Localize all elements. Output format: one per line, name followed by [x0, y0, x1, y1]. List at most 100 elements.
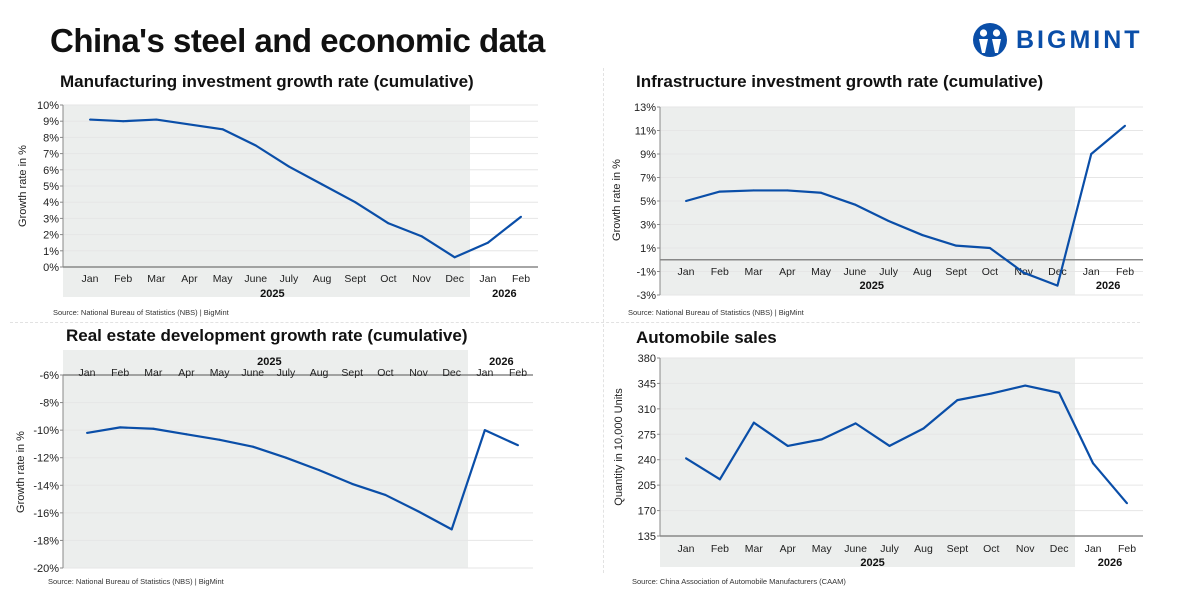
x-tick-label: Dec — [1048, 266, 1067, 278]
x-tick-label: Mar — [744, 266, 763, 278]
x-tick-label: Feb — [509, 367, 527, 379]
data-point — [752, 421, 755, 424]
y-tick-label: -3% — [636, 290, 656, 302]
x-tick-label: Nov — [412, 273, 431, 285]
data-point — [351, 482, 354, 485]
x-tick-label: May — [210, 367, 231, 379]
series-line — [685, 384, 1128, 505]
data-point — [922, 427, 925, 430]
data-point — [718, 478, 721, 481]
logo-text: BIGMINT — [1016, 25, 1143, 54]
series-line — [86, 426, 519, 531]
chart-title-manufacturing: Manufacturing investment growth rate (cu… — [60, 72, 474, 91]
x-tick-label: Jan — [1083, 266, 1100, 278]
chart-0: 0% 1% 2% 3% 4% 5% 6% 7% 8% 9% 10% Jan Feb Mar Apr May Ju… — [17, 100, 538, 300]
data-point — [921, 234, 924, 237]
y-tick-label: 1% — [43, 246, 59, 258]
x-tick-label: Dec — [442, 367, 461, 379]
y-tick-label: 1% — [640, 243, 656, 255]
x-tick-label: Aug — [913, 266, 932, 278]
bigmint-logo: BIGMINT — [972, 22, 1143, 58]
data-point — [752, 189, 755, 192]
y-tick-label: -14% — [33, 480, 59, 492]
x-tick-label: Dec — [445, 273, 464, 285]
x-tick-label: June — [843, 266, 866, 278]
x-tick-label: Sept — [344, 273, 366, 285]
x-tick-label: May — [811, 266, 832, 278]
y-tick-label: -12% — [33, 453, 59, 465]
x-tick-label: June — [244, 273, 267, 285]
x-tick-label: Apr — [780, 543, 797, 555]
year-label-2026: 2026 — [1096, 280, 1120, 292]
data-point — [1090, 153, 1093, 155]
x-tick-label: Feb — [111, 367, 129, 379]
x-tick-label: Aug — [914, 543, 933, 555]
x-tick-label: July — [277, 367, 296, 379]
data-point — [185, 433, 188, 436]
x-tick-label: May — [213, 273, 234, 285]
data-point — [517, 444, 519, 447]
data-point — [221, 128, 224, 131]
data-point — [450, 528, 453, 531]
data-point — [887, 219, 890, 222]
series-line — [89, 118, 522, 259]
bigmint-logo-icon — [973, 23, 1007, 57]
y-tick-label: 3% — [640, 220, 656, 232]
y-tick-label: -1% — [636, 267, 656, 279]
data-point — [956, 399, 959, 402]
x-tick-label: Apr — [181, 273, 198, 285]
data-point — [152, 427, 155, 430]
data-point — [119, 426, 122, 429]
x-tick-label: July — [880, 543, 899, 555]
data-point — [820, 438, 823, 441]
page-title: China's steel and economic data — [50, 22, 545, 59]
chart-title-real-estate: Real estate development growth rate (cum… — [66, 326, 468, 345]
year-label-2025: 2025 — [860, 557, 884, 569]
y-tick-label: 13% — [634, 102, 656, 114]
y-axis-label: Growth rate in % — [17, 145, 29, 227]
data-point — [284, 456, 287, 459]
x-tick-label: Aug — [310, 367, 329, 379]
y-tick-label: 8% — [43, 132, 59, 144]
y-tick-label: 7% — [43, 149, 59, 161]
data-point — [854, 422, 857, 425]
x-tick-label: Jan — [1085, 543, 1102, 555]
x-tick-label: Jan — [476, 367, 493, 379]
data-point — [1024, 384, 1027, 387]
y-tick-label: 345 — [638, 378, 656, 390]
x-tick-label: Oct — [377, 367, 393, 379]
y-tick-label: 2% — [43, 230, 59, 242]
data-point — [888, 444, 891, 447]
data-point — [417, 510, 420, 513]
y-tick-label: 310 — [638, 404, 656, 416]
data-point — [820, 191, 823, 194]
y-tick-label: 0% — [43, 262, 59, 274]
data-point — [520, 215, 522, 218]
year-label-2025: 2025 — [257, 356, 281, 368]
x-tick-label: Feb — [711, 266, 729, 278]
data-point — [685, 457, 687, 460]
data-point — [188, 123, 191, 126]
y-tick-label: -10% — [33, 425, 59, 437]
y-tick-label: -18% — [33, 535, 59, 547]
y-tick-label: 10% — [37, 100, 59, 112]
source-infrastructure: Source: National Bureau of Statistics (N… — [628, 308, 804, 317]
x-tick-label: Nov — [409, 367, 428, 379]
x-tick-label: Dec — [1050, 543, 1069, 555]
x-tick-label: Sept — [341, 367, 363, 379]
chart-2: -20% -18% -16% -14% -12% -10% -8% -6% Jan Feb Mar A… — [15, 350, 533, 575]
year-label-2026: 2026 — [1098, 557, 1122, 569]
data-point — [89, 118, 91, 121]
data-point — [86, 431, 88, 434]
series-line — [685, 124, 1126, 287]
x-tick-label: July — [280, 273, 299, 285]
x-tick-label: Sept — [945, 266, 967, 278]
y-tick-label: 9% — [640, 149, 656, 161]
year-label-2025: 2025 — [859, 280, 883, 292]
data-point — [1124, 124, 1126, 127]
y-tick-label: 170 — [638, 506, 656, 518]
year-label-2026: 2026 — [492, 288, 516, 300]
y-tick-label: 7% — [640, 173, 656, 185]
data-point — [486, 241, 489, 244]
